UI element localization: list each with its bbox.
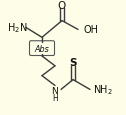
Text: OH: OH [84, 25, 99, 35]
Text: NH$_2$: NH$_2$ [93, 83, 113, 96]
Text: S: S [69, 57, 77, 67]
Text: Abs: Abs [35, 44, 49, 53]
Text: O: O [58, 1, 66, 11]
FancyBboxPatch shape [29, 41, 55, 56]
Text: N: N [52, 87, 58, 96]
Text: H: H [52, 93, 58, 102]
Text: H$_2$N: H$_2$N [7, 21, 27, 35]
